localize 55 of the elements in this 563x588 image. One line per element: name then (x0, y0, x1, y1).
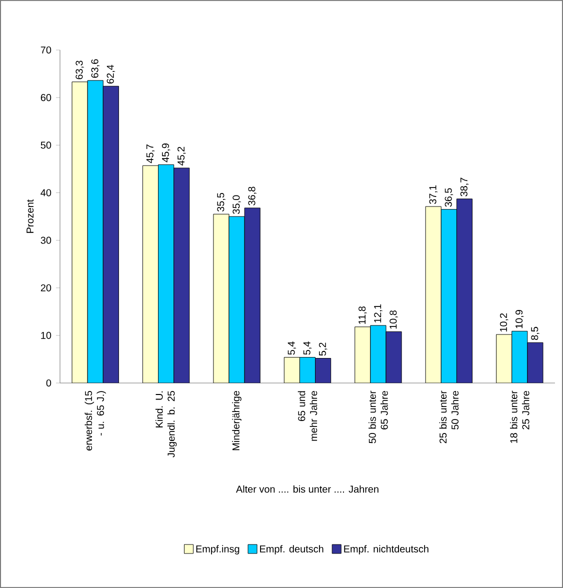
data-label: 62,4 (106, 64, 116, 84)
x-tick-label: erwerbsf. (15 - u. 65 J.) (84, 390, 106, 450)
legend-label: Empf.insg (196, 545, 240, 554)
data-label: 8,5 (531, 326, 540, 340)
y-tick-label: 0 (46, 379, 52, 387)
x-tick-label: 18 bis unter 25 Jahre (510, 390, 530, 443)
bar (142, 165, 159, 383)
y-tick-label: 20 (40, 284, 52, 292)
data-label: 12,1 (374, 304, 382, 322)
bar (527, 342, 544, 383)
bar (213, 214, 230, 383)
x-tick-label: Kind. U. Jugendl. b. 25 (155, 390, 177, 458)
bar (244, 208, 260, 383)
data-label: 36,8 (248, 186, 256, 206)
data-label: 63,6 (91, 59, 100, 78)
data-label: 10,2 (500, 313, 508, 332)
data-label: 45,9 (162, 144, 170, 162)
data-label: 10,8 (390, 310, 398, 329)
bar (354, 326, 371, 383)
x-tick-label: 65 und mehr Jahre (298, 390, 318, 441)
y-axis-title: Prozent (26, 199, 34, 233)
bar (386, 331, 402, 383)
bar (174, 168, 190, 383)
y-tick-label: 40 (40, 189, 52, 196)
data-label: 5,4 (288, 342, 296, 355)
bar (72, 82, 88, 383)
x-tick-label: Minderjährige (232, 390, 242, 450)
bar (102, 86, 119, 383)
y-tick-label: 30 (40, 236, 52, 244)
y-tick-label: 10 (41, 332, 52, 339)
data-label: 11,8 (358, 306, 367, 324)
y-tick-label: 50 (40, 142, 52, 149)
bar (284, 357, 300, 383)
data-label: 45,7 (146, 144, 155, 164)
bar (496, 334, 512, 383)
data-label: 37,1 (429, 185, 438, 204)
y-tick-label: 70 (40, 46, 52, 54)
legend-label: Empf. deutsch (260, 545, 324, 554)
legend-label: Empf. nichtdeutsch (344, 545, 428, 554)
data-label: 38,7 (460, 178, 469, 196)
data-label: 45,2 (178, 146, 186, 166)
data-label: 5,4 (303, 342, 312, 355)
bar (315, 358, 332, 383)
bar (456, 198, 473, 383)
data-label: 35,0 (232, 195, 241, 214)
data-label: 63,3 (76, 60, 84, 80)
data-label: 35,5 (217, 192, 226, 212)
data-label: 5,2 (318, 342, 328, 356)
x-axis-title: Alter von .... bis unter .... Jahren (236, 485, 378, 493)
x-tick-label: 50 bis unter 65 Jahre (368, 390, 388, 444)
bar (425, 206, 442, 383)
data-label: 10,9 (516, 310, 524, 328)
data-label: 36,5 (444, 188, 454, 207)
x-tick-label: 25 bis unter 50 Jahre (439, 390, 459, 444)
y-tick-label: 60 (40, 94, 52, 102)
